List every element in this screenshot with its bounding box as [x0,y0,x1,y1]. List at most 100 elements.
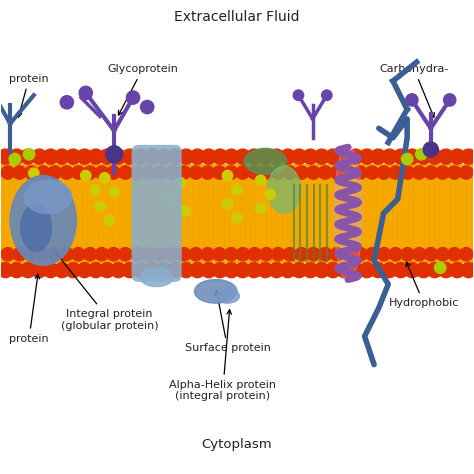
Circle shape [55,263,70,278]
Circle shape [100,263,115,278]
Circle shape [95,166,109,179]
Circle shape [109,187,119,197]
Circle shape [348,263,363,278]
Circle shape [9,149,24,164]
Ellipse shape [194,280,237,303]
Circle shape [416,149,431,164]
Circle shape [81,170,91,181]
Circle shape [393,263,409,278]
Circle shape [393,149,409,164]
Circle shape [72,247,85,261]
Circle shape [461,149,474,164]
Circle shape [319,166,332,179]
Circle shape [382,263,397,278]
Circle shape [130,247,144,261]
Circle shape [32,263,47,278]
Circle shape [359,149,374,164]
Circle shape [371,149,386,164]
Circle shape [122,263,137,278]
Circle shape [77,263,92,278]
Circle shape [272,166,285,179]
Circle shape [365,166,379,179]
Text: Integral protein
(globular protein): Integral protein (globular protein) [55,252,158,330]
Circle shape [107,166,120,179]
Circle shape [222,199,233,209]
Ellipse shape [21,204,52,251]
Ellipse shape [216,289,239,303]
Text: Carbohydra-: Carbohydra- [380,64,449,118]
Circle shape [412,247,426,261]
Circle shape [412,166,426,179]
Circle shape [258,263,273,278]
Circle shape [189,166,202,179]
Circle shape [38,182,48,192]
Circle shape [201,166,214,179]
Circle shape [32,149,47,164]
Circle shape [232,184,242,195]
Circle shape [365,247,379,261]
Circle shape [65,149,81,164]
Circle shape [337,149,352,164]
Circle shape [83,166,97,179]
Ellipse shape [10,175,76,265]
Circle shape [224,149,239,164]
Circle shape [20,263,36,278]
Circle shape [48,166,62,179]
Circle shape [389,247,402,261]
Circle shape [60,166,73,179]
Circle shape [141,100,154,114]
Circle shape [33,196,44,207]
Circle shape [295,166,308,179]
Circle shape [122,149,137,164]
Circle shape [180,206,190,216]
Circle shape [424,166,438,179]
Circle shape [212,149,228,164]
Circle shape [461,263,474,278]
Circle shape [213,247,226,261]
FancyBboxPatch shape [0,164,474,263]
Circle shape [406,94,418,106]
Circle shape [260,247,273,261]
Circle shape [1,247,14,261]
Circle shape [258,149,273,164]
Ellipse shape [334,145,362,282]
Circle shape [133,149,148,164]
Circle shape [111,263,126,278]
Text: Extracellular Fluid: Extracellular Fluid [174,10,300,24]
Circle shape [43,263,58,278]
Circle shape [342,166,356,179]
Circle shape [133,263,148,278]
Circle shape [118,247,132,261]
Circle shape [201,247,214,261]
Circle shape [424,247,438,261]
Ellipse shape [140,268,173,287]
Circle shape [401,154,413,164]
Circle shape [95,201,105,211]
Circle shape [166,247,179,261]
Circle shape [13,247,26,261]
Ellipse shape [24,180,72,213]
Circle shape [88,149,103,164]
Circle shape [154,247,167,261]
Circle shape [106,146,123,163]
Circle shape [65,263,81,278]
Circle shape [154,166,167,179]
Circle shape [377,166,391,179]
Circle shape [179,149,194,164]
Circle shape [43,149,58,164]
Circle shape [460,166,473,179]
Circle shape [189,247,202,261]
Circle shape [359,263,374,278]
Circle shape [292,149,307,164]
Text: Surface protein: Surface protein [184,291,271,353]
Circle shape [23,149,35,160]
Circle shape [190,149,205,164]
Circle shape [72,166,85,179]
Circle shape [427,149,442,164]
Circle shape [20,149,36,164]
Circle shape [177,166,191,179]
Circle shape [36,247,50,261]
Circle shape [60,247,73,261]
Circle shape [77,149,92,164]
Circle shape [225,247,238,261]
